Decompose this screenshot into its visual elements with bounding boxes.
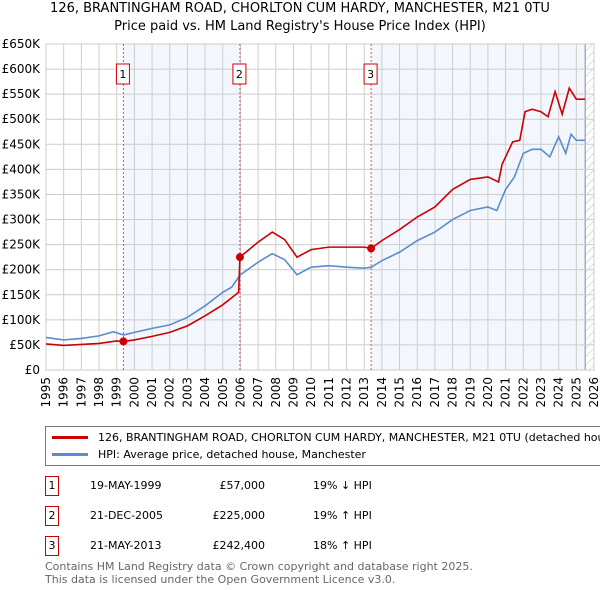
x-tick-label: 2020 — [481, 377, 495, 408]
transaction-hpi-diff: 18% ↑ HPI — [313, 539, 372, 552]
legend-hpi-swatch — [52, 453, 88, 456]
transaction-date: 19-MAY-1999 — [90, 479, 162, 492]
property-series-line — [45, 86, 586, 347]
x-tick-label: 2009 — [286, 377, 300, 408]
shaded-period — [123, 44, 240, 370]
transaction-date: 21-DEC-2005 — [90, 509, 164, 522]
y-tick-label: £650K — [2, 37, 42, 51]
x-tick-label: 2023 — [534, 377, 548, 408]
sale-label: 3 — [367, 68, 374, 81]
x-tick-label: 2005 — [216, 377, 230, 408]
legend: 126, BRANTINGHAM ROAD, CHORLTON CUM HARD… — [45, 426, 600, 466]
footer-line-1: Contains HM Land Registry data © Crown c… — [45, 560, 473, 573]
y-tick-label: £100K — [2, 313, 42, 327]
y-tick-label: £250K — [2, 238, 42, 252]
x-tick-label: 2024 — [552, 377, 566, 408]
x-tick-label: 2004 — [198, 377, 212, 408]
y-tick-label: £200K — [2, 263, 42, 277]
y-tick-label: £400K — [2, 162, 42, 176]
x-tick-label: 2012 — [340, 377, 354, 408]
legend-property-label: 126, BRANTINGHAM ROAD, CHORLTON CUM HARD… — [98, 431, 600, 444]
legend-property-swatch — [52, 436, 88, 439]
transaction-price: £242,400 — [212, 539, 266, 552]
price-chart: 1995 1996 1997 1998 1999 2000 2001 2002 2003 2004… — [2, 37, 600, 408]
y-tick-label: £350K — [2, 187, 42, 201]
transaction-number: 3 — [45, 536, 59, 556]
x-tick-label: 2026 — [587, 377, 600, 408]
x-tick-label: 1995 — [39, 377, 53, 408]
y-tick-label: £50K — [9, 338, 41, 352]
sale-label-box — [115, 63, 130, 85]
x-tick-label: 2007 — [251, 377, 265, 408]
transaction-hpi-diff: 19% ↓ HPI — [313, 479, 372, 492]
plot-border — [45, 43, 595, 371]
transaction-hpi-diff: 19% ↑ HPI — [313, 509, 372, 522]
footer-line-2: This data is licensed under the Open Gov… — [45, 573, 396, 586]
x-tick-label: 2011 — [322, 377, 336, 408]
x-tick-label: 2013 — [357, 377, 371, 408]
x-tick-label: 2016 — [410, 377, 424, 408]
x-tick-label: 2021 — [499, 377, 513, 408]
hpi-series-line — [45, 132, 586, 341]
y-tick-label: £550K — [2, 87, 42, 101]
x-tick-label: 2010 — [304, 377, 318, 408]
x-tick-label: 1997 — [74, 377, 88, 408]
sale-label-box — [363, 63, 378, 85]
transaction-price: £57,000 — [219, 479, 266, 492]
y-tick-label: £500K — [2, 112, 42, 126]
transaction-number: 2 — [45, 506, 59, 526]
sale-label: 2 — [236, 68, 243, 81]
transaction-price: £225,000 — [212, 509, 266, 522]
x-tick-label: 2008 — [269, 377, 283, 408]
y-tick-label: £300K — [2, 213, 42, 227]
x-tick-label: 2002 — [163, 377, 177, 408]
y-tick-label: £450K — [2, 137, 42, 151]
sale-label-box — [232, 63, 247, 85]
x-tick-label: 2017 — [428, 377, 442, 408]
forecast-hatch — [585, 44, 594, 370]
y-tick-label: £0 — [25, 363, 40, 377]
x-tick-label: 1996 — [57, 377, 71, 408]
transaction-number: 1 — [45, 476, 59, 496]
chart-subtitle: Price paid vs. HM Land Registry's House … — [114, 19, 486, 34]
x-tick-label: 2015 — [393, 377, 407, 408]
chart-title: 126, BRANTINGHAM ROAD, CHORLTON CUM HARD… — [50, 1, 550, 16]
y-tick-label: £150K — [2, 288, 42, 302]
x-tick-label: 2003 — [180, 377, 194, 408]
x-tick-label: 2019 — [463, 377, 477, 408]
sale-label: 1 — [119, 68, 126, 81]
footer: Contains HM Land Registry data © Crown c… — [45, 560, 473, 586]
x-tick-label: 2000 — [127, 377, 141, 408]
x-tick-label: 2006 — [233, 377, 247, 408]
sale-point — [119, 337, 128, 346]
sale-point — [367, 244, 376, 253]
x-tick-label: 2001 — [145, 377, 159, 408]
x-tick-label: 2018 — [446, 377, 460, 408]
transaction-date: 21-MAY-2013 — [90, 539, 162, 552]
sale-point — [235, 253, 244, 262]
x-tick-label: 1998 — [92, 377, 106, 408]
x-tick-label: 2025 — [569, 377, 583, 408]
y-tick-label: £600K — [2, 62, 42, 76]
x-tick-label: 2014 — [375, 377, 389, 408]
shaded-period — [371, 44, 586, 370]
x-tick-label: 1999 — [110, 377, 124, 408]
legend-hpi-label: HPI: Average price, detached house, Manc… — [98, 448, 366, 461]
x-tick-label: 2022 — [516, 377, 530, 408]
